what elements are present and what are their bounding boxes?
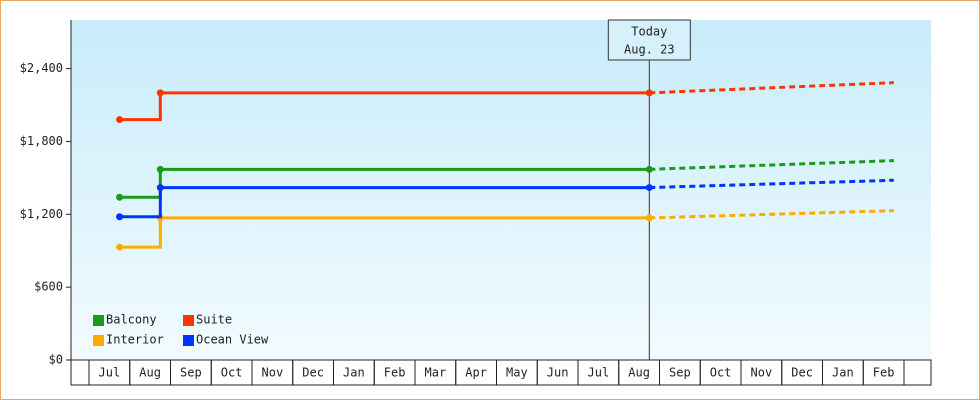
today-box	[607, 19, 691, 61]
x-tick-label: Aug	[139, 366, 161, 380]
legend-label: Interior	[106, 333, 164, 347]
x-tick-label: Dec	[302, 366, 324, 380]
legend-label: Suite	[196, 313, 232, 327]
series-line	[119, 216, 650, 249]
x-tick-label: Feb	[384, 366, 406, 380]
x-tick-label: Jul	[99, 366, 121, 380]
x-tick-label: Aug	[628, 366, 650, 380]
series-line	[119, 186, 650, 219]
x-tick-label: Apr	[465, 366, 487, 380]
y-tick-label: $1,800	[20, 134, 63, 148]
x-tick-label: May	[506, 366, 528, 380]
x-tick-label: Mar	[425, 366, 447, 380]
x-tick-label: Jun	[547, 366, 569, 380]
legend-swatch	[93, 335, 104, 346]
x-tick-label: Feb	[873, 366, 895, 380]
x-tick-label: Oct	[710, 366, 732, 380]
today-title: Today	[631, 25, 667, 39]
series-point	[116, 193, 124, 201]
series-point	[116, 243, 124, 251]
series-point	[116, 213, 124, 221]
today-date: Aug. 23	[624, 43, 675, 57]
series-point	[116, 116, 124, 124]
x-tick-label: Sep	[180, 366, 202, 380]
forecast-line	[649, 81, 894, 95]
y-tick-label: $1,200	[20, 207, 63, 221]
plot-area	[71, 20, 931, 360]
forecast-line	[649, 178, 894, 190]
forecast-line	[649, 159, 894, 171]
legend-label: Ocean View	[196, 333, 269, 347]
forecast-line	[649, 209, 894, 220]
y-tick-label: $0	[49, 353, 63, 367]
y-tick-label: $2,400	[20, 61, 63, 75]
y-tick-label: $600	[34, 280, 63, 294]
series-point	[156, 165, 164, 173]
legend-swatch	[183, 335, 194, 346]
x-band	[903, 359, 932, 386]
x-tick-label: Sep	[669, 366, 691, 380]
x-tick-label: Jan	[343, 366, 365, 380]
x-tick-label: Jan	[832, 366, 854, 380]
series-line	[119, 91, 650, 122]
x-tick-label: Jul	[588, 366, 610, 380]
series-point	[156, 184, 164, 192]
x-tick-label: Nov	[262, 366, 284, 380]
legend-swatch	[183, 315, 194, 326]
series-line	[119, 167, 650, 199]
x-tick-label: Oct	[221, 366, 243, 380]
series-point	[156, 89, 164, 97]
legend-label: Balcony	[106, 313, 157, 327]
x-tick-label: Dec	[791, 366, 813, 380]
legend-swatch	[93, 315, 104, 326]
x-tick-label: Nov	[751, 366, 773, 380]
